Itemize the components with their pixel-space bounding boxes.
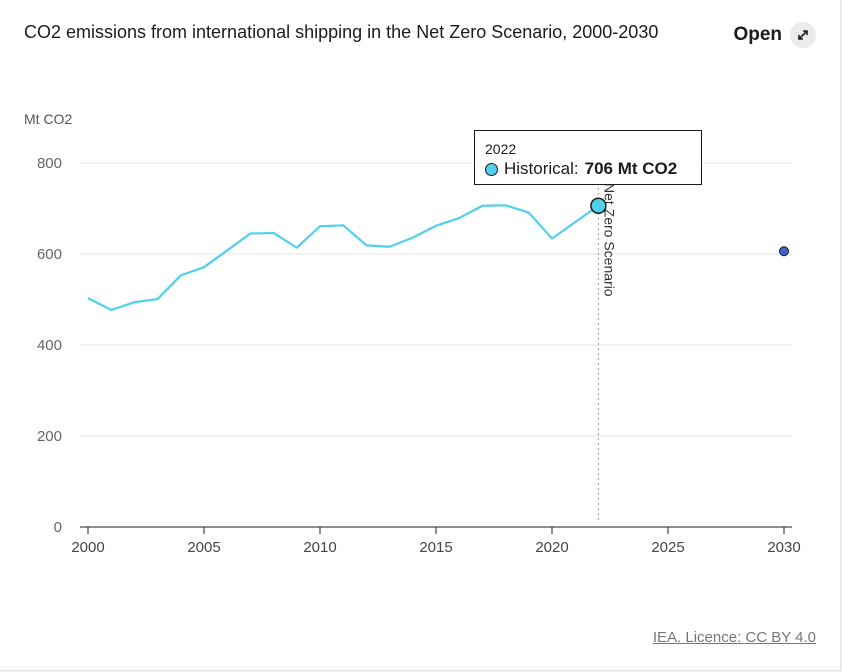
x-tick-label: 2005 bbox=[187, 539, 220, 556]
licence-link[interactable]: IEA. Licence: CC BY 4.0 bbox=[652, 629, 816, 646]
y-tick-label: 200 bbox=[37, 428, 62, 445]
tooltip-value: 706 Mt CO2 bbox=[584, 159, 678, 178]
tooltip-series-label: Historical: bbox=[504, 159, 579, 178]
scenario-divider-label: Net Zero Scenario bbox=[601, 183, 617, 297]
historical-series-line[interactable] bbox=[87, 204, 600, 312]
tooltip-row: Historical: 706 Mt CO2 bbox=[485, 159, 691, 179]
y-axis-unit-label: Mt CO2 bbox=[24, 111, 73, 127]
expand-arrows-icon bbox=[790, 22, 816, 48]
hover-tooltip: 2022 Historical: 706 Mt CO2 bbox=[474, 130, 702, 185]
x-tick-label: 2030 bbox=[767, 539, 800, 556]
y-tick-label: 0 bbox=[54, 519, 62, 536]
tooltip-series-dot bbox=[485, 162, 498, 176]
y-tick-label: 400 bbox=[37, 337, 62, 354]
open-button-label: Open bbox=[733, 24, 782, 45]
open-button[interactable]: Open bbox=[733, 22, 816, 48]
tooltip-year: 2022 bbox=[485, 141, 517, 157]
x-tick-label: 2025 bbox=[651, 539, 684, 556]
y-tick-label: 600 bbox=[37, 246, 62, 263]
x-tick-label: 2010 bbox=[303, 539, 336, 556]
y-tick-label: 800 bbox=[37, 155, 62, 172]
x-tick-label: 2000 bbox=[71, 539, 104, 556]
highlighted-data-point[interactable] bbox=[590, 197, 607, 215]
chart-title: CO2 emissions from international shippin… bbox=[24, 22, 659, 42]
x-tick-label: 2015 bbox=[419, 539, 452, 556]
projection-2030-point[interactable] bbox=[779, 246, 789, 257]
x-tick-label: 2020 bbox=[535, 539, 568, 556]
